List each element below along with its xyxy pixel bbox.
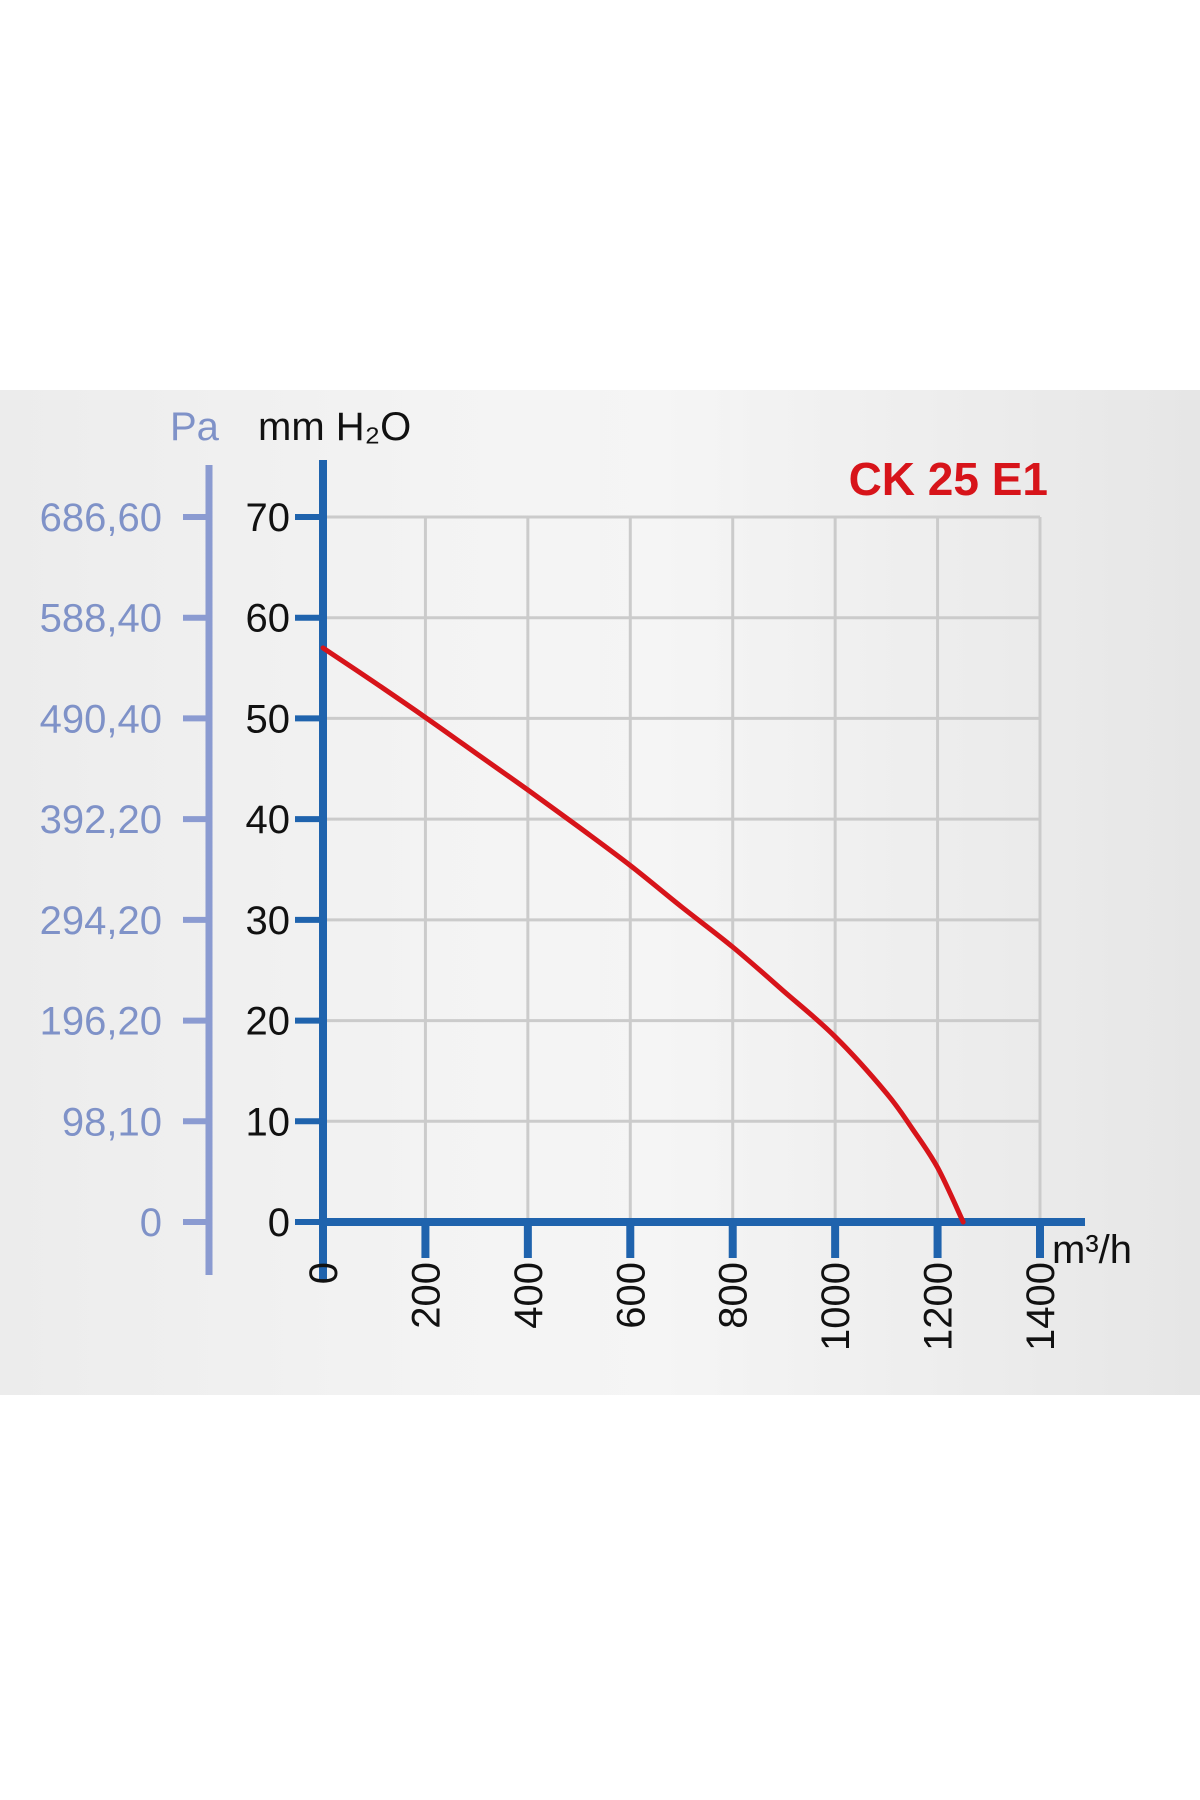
y-axis-unit: mm H₂O bbox=[258, 405, 411, 449]
grid bbox=[323, 515, 1042, 1222]
x-tick-label: 400 bbox=[507, 1262, 551, 1329]
y2-tick-label: 490,40 bbox=[40, 697, 162, 741]
y-tick-label: 0 bbox=[268, 1201, 290, 1245]
x-tick-label: 200 bbox=[404, 1262, 448, 1329]
x-tick-label: 0 bbox=[302, 1262, 346, 1284]
series-line-ck-25-e1 bbox=[320, 645, 966, 1225]
y-tick-label: 30 bbox=[246, 899, 291, 943]
y2-tick-label: 0 bbox=[140, 1201, 162, 1245]
y2-tick-label: 588,40 bbox=[40, 597, 162, 641]
tick-labels: 001098,1020196,2030294,2040392,2050490,4… bbox=[40, 496, 1063, 1351]
x-tick-label: 600 bbox=[609, 1262, 653, 1329]
y2-tick-label: 686,60 bbox=[40, 496, 162, 540]
y-tick-label: 50 bbox=[246, 697, 291, 741]
fan-curve-chart: 0 0 10 98,10 20 196,20 30 294,20 40 392,20 50 490,4… bbox=[0, 390, 1200, 1395]
x-tick-label: 800 bbox=[712, 1262, 756, 1329]
y-tick-label: 70 bbox=[246, 496, 291, 540]
y2-tick-label: 98,10 bbox=[62, 1100, 162, 1144]
y2-tick-label: 196,20 bbox=[40, 1000, 162, 1044]
chart-title: CK 25 E1 bbox=[849, 453, 1048, 505]
y-tick-label: 40 bbox=[246, 798, 291, 842]
y-tick-label: 20 bbox=[246, 1000, 291, 1044]
series bbox=[320, 645, 966, 1225]
y2-tick-label: 294,20 bbox=[40, 899, 162, 943]
axes bbox=[183, 460, 1085, 1280]
y2-axis-unit: Pa bbox=[170, 405, 220, 449]
x-tick-label: 1200 bbox=[917, 1262, 961, 1351]
x-axis-unit: m³/h bbox=[1052, 1228, 1132, 1272]
y-tick-label: 60 bbox=[246, 597, 291, 641]
y-tick-label: 10 bbox=[246, 1100, 291, 1144]
y2-tick-label: 392,20 bbox=[40, 798, 162, 842]
chart-canvas: 001098,1020196,2030294,2040392,2050490,4… bbox=[40, 405, 1132, 1351]
x-tick-label: 1000 bbox=[814, 1262, 858, 1351]
x-tick-label: 1400 bbox=[1019, 1262, 1063, 1351]
